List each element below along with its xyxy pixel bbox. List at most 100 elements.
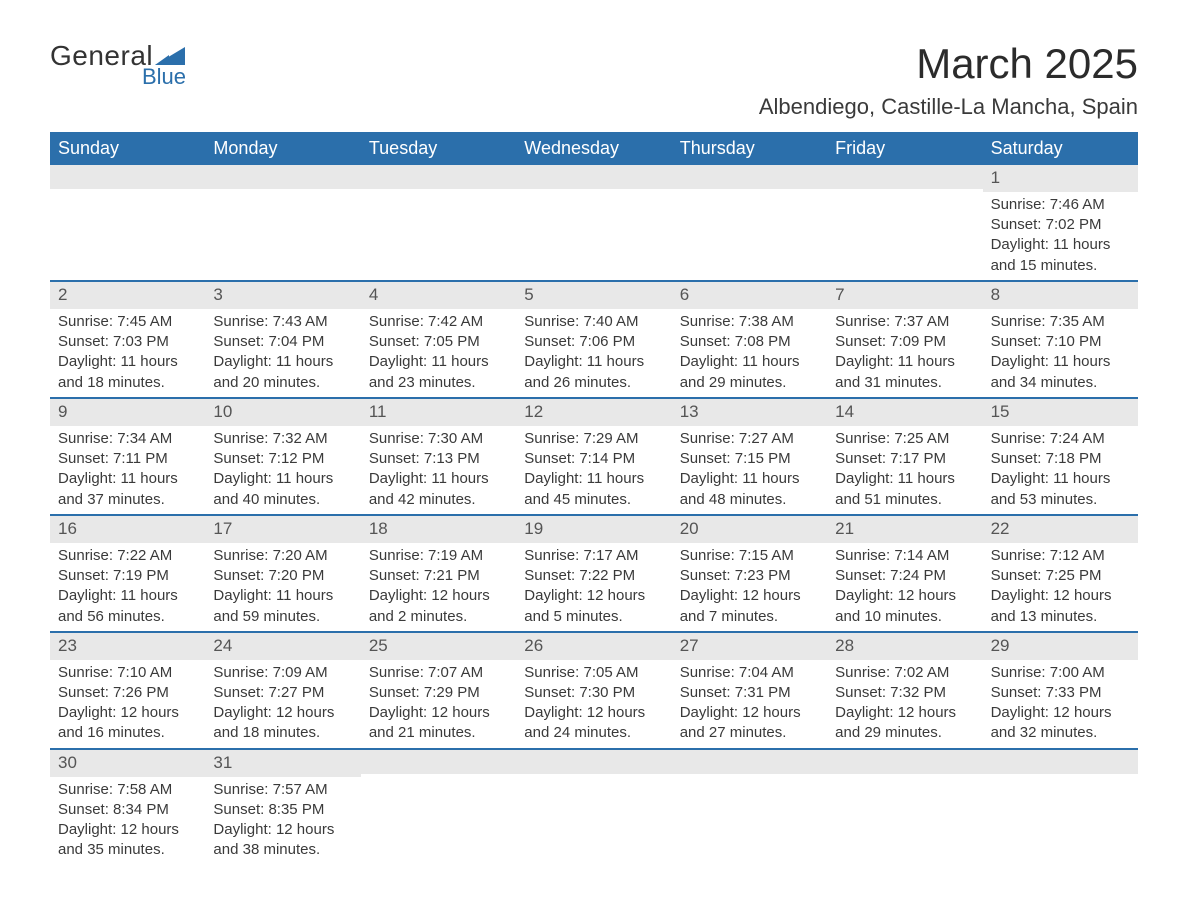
sunset-text: Sunset: 7:31 PM <box>680 683 819 703</box>
week-row: 9Sunrise: 7:34 AMSunset: 7:11 PMDaylight… <box>50 399 1138 516</box>
brand-main-text: General <box>50 40 153 72</box>
day-body: Sunrise: 7:57 AMSunset: 8:35 PMDaylight:… <box>205 777 360 865</box>
day-number <box>827 750 982 774</box>
sunset-text: Sunset: 7:10 PM <box>991 332 1130 352</box>
day-cell: 21Sunrise: 7:14 AMSunset: 7:24 PMDayligh… <box>827 516 982 631</box>
day-number <box>672 750 827 774</box>
day-number: 29 <box>983 633 1138 660</box>
day-cell: 26Sunrise: 7:05 AMSunset: 7:30 PMDayligh… <box>516 633 671 748</box>
day-number <box>50 165 205 189</box>
day-number: 14 <box>827 399 982 426</box>
day-body: Sunrise: 7:40 AMSunset: 7:06 PMDaylight:… <box>516 309 671 397</box>
day-number: 30 <box>50 750 205 777</box>
sunrise-text: Sunrise: 7:32 AM <box>213 429 352 449</box>
empty-day-cell <box>516 750 671 865</box>
day-number: 6 <box>672 282 827 309</box>
daylight-text: Daylight: 12 hours and 16 minutes. <box>58 703 197 744</box>
daylight-text: Daylight: 11 hours and 42 minutes. <box>369 469 508 510</box>
day-number: 11 <box>361 399 516 426</box>
sunrise-text: Sunrise: 7:19 AM <box>369 546 508 566</box>
daylight-text: Daylight: 12 hours and 35 minutes. <box>58 820 197 861</box>
sunrise-text: Sunrise: 7:17 AM <box>524 546 663 566</box>
title-block: March 2025 Albendiego, Castille-La Manch… <box>759 40 1138 120</box>
sunrise-text: Sunrise: 7:30 AM <box>369 429 508 449</box>
sunset-text: Sunset: 7:23 PM <box>680 566 819 586</box>
day-body: Sunrise: 7:14 AMSunset: 7:24 PMDaylight:… <box>827 543 982 631</box>
daylight-text: Daylight: 11 hours and 31 minutes. <box>835 352 974 393</box>
day-number: 7 <box>827 282 982 309</box>
day-cell: 30Sunrise: 7:58 AMSunset: 8:34 PMDayligh… <box>50 750 205 865</box>
day-cell: 8Sunrise: 7:35 AMSunset: 7:10 PMDaylight… <box>983 282 1138 397</box>
empty-day-cell <box>361 750 516 865</box>
day-body: Sunrise: 7:29 AMSunset: 7:14 PMDaylight:… <box>516 426 671 514</box>
sunset-text: Sunset: 7:11 PM <box>58 449 197 469</box>
sunset-text: Sunset: 7:05 PM <box>369 332 508 352</box>
weekday-header: Tuesday <box>361 132 516 165</box>
day-number: 1 <box>983 165 1138 192</box>
brand-sub-text: Blue <box>142 64 186 90</box>
daylight-text: Daylight: 12 hours and 29 minutes. <box>835 703 974 744</box>
weekday-header: Friday <box>827 132 982 165</box>
daylight-text: Daylight: 12 hours and 24 minutes. <box>524 703 663 744</box>
sunset-text: Sunset: 7:22 PM <box>524 566 663 586</box>
weekday-header: Sunday <box>50 132 205 165</box>
day-body: Sunrise: 7:19 AMSunset: 7:21 PMDaylight:… <box>361 543 516 631</box>
sunrise-text: Sunrise: 7:12 AM <box>991 546 1130 566</box>
sunset-text: Sunset: 7:33 PM <box>991 683 1130 703</box>
sunrise-text: Sunrise: 7:37 AM <box>835 312 974 332</box>
sunset-text: Sunset: 7:18 PM <box>991 449 1130 469</box>
week-row: 1Sunrise: 7:46 AMSunset: 7:02 PMDaylight… <box>50 165 1138 282</box>
sunrise-text: Sunrise: 7:34 AM <box>58 429 197 449</box>
day-cell: 31Sunrise: 7:57 AMSunset: 8:35 PMDayligh… <box>205 750 360 865</box>
week-row: 16Sunrise: 7:22 AMSunset: 7:19 PMDayligh… <box>50 516 1138 633</box>
day-body: Sunrise: 7:07 AMSunset: 7:29 PMDaylight:… <box>361 660 516 748</box>
day-body: Sunrise: 7:10 AMSunset: 7:26 PMDaylight:… <box>50 660 205 748</box>
daylight-text: Daylight: 12 hours and 10 minutes. <box>835 586 974 627</box>
daylight-text: Daylight: 11 hours and 34 minutes. <box>991 352 1130 393</box>
daylight-text: Daylight: 11 hours and 37 minutes. <box>58 469 197 510</box>
sunset-text: Sunset: 7:12 PM <box>213 449 352 469</box>
sunrise-text: Sunrise: 7:04 AM <box>680 663 819 683</box>
day-body: Sunrise: 7:30 AMSunset: 7:13 PMDaylight:… <box>361 426 516 514</box>
sunrise-text: Sunrise: 7:24 AM <box>991 429 1130 449</box>
sunset-text: Sunset: 8:35 PM <box>213 800 352 820</box>
daylight-text: Daylight: 11 hours and 45 minutes. <box>524 469 663 510</box>
day-cell: 19Sunrise: 7:17 AMSunset: 7:22 PMDayligh… <box>516 516 671 631</box>
day-number <box>361 750 516 774</box>
day-body: Sunrise: 7:17 AMSunset: 7:22 PMDaylight:… <box>516 543 671 631</box>
sunset-text: Sunset: 7:32 PM <box>835 683 974 703</box>
day-number <box>827 165 982 189</box>
day-body: Sunrise: 7:12 AMSunset: 7:25 PMDaylight:… <box>983 543 1138 631</box>
day-cell: 23Sunrise: 7:10 AMSunset: 7:26 PMDayligh… <box>50 633 205 748</box>
day-number: 23 <box>50 633 205 660</box>
day-body: Sunrise: 7:58 AMSunset: 8:34 PMDaylight:… <box>50 777 205 865</box>
day-cell: 10Sunrise: 7:32 AMSunset: 7:12 PMDayligh… <box>205 399 360 514</box>
sunrise-text: Sunrise: 7:45 AM <box>58 312 197 332</box>
day-number: 26 <box>516 633 671 660</box>
sunrise-text: Sunrise: 7:29 AM <box>524 429 663 449</box>
day-body: Sunrise: 7:42 AMSunset: 7:05 PMDaylight:… <box>361 309 516 397</box>
day-body: Sunrise: 7:43 AMSunset: 7:04 PMDaylight:… <box>205 309 360 397</box>
day-number: 19 <box>516 516 671 543</box>
sunrise-text: Sunrise: 7:35 AM <box>991 312 1130 332</box>
day-body <box>516 189 671 265</box>
day-cell: 3Sunrise: 7:43 AMSunset: 7:04 PMDaylight… <box>205 282 360 397</box>
day-number <box>205 165 360 189</box>
day-body: Sunrise: 7:34 AMSunset: 7:11 PMDaylight:… <box>50 426 205 514</box>
empty-day-cell <box>50 165 205 280</box>
brand-logo: General Blue <box>50 40 186 90</box>
week-row: 30Sunrise: 7:58 AMSunset: 8:34 PMDayligh… <box>50 750 1138 865</box>
day-number: 5 <box>516 282 671 309</box>
calendar: SundayMondayTuesdayWednesdayThursdayFrid… <box>50 132 1138 865</box>
weekday-header: Thursday <box>672 132 827 165</box>
day-body <box>983 774 1138 850</box>
sunrise-text: Sunrise: 7:02 AM <box>835 663 974 683</box>
daylight-text: Daylight: 12 hours and 38 minutes. <box>213 820 352 861</box>
day-number <box>516 750 671 774</box>
day-body <box>205 189 360 265</box>
sunset-text: Sunset: 7:30 PM <box>524 683 663 703</box>
sunrise-text: Sunrise: 7:43 AM <box>213 312 352 332</box>
day-number: 24 <box>205 633 360 660</box>
daylight-text: Daylight: 11 hours and 40 minutes. <box>213 469 352 510</box>
day-cell: 13Sunrise: 7:27 AMSunset: 7:15 PMDayligh… <box>672 399 827 514</box>
